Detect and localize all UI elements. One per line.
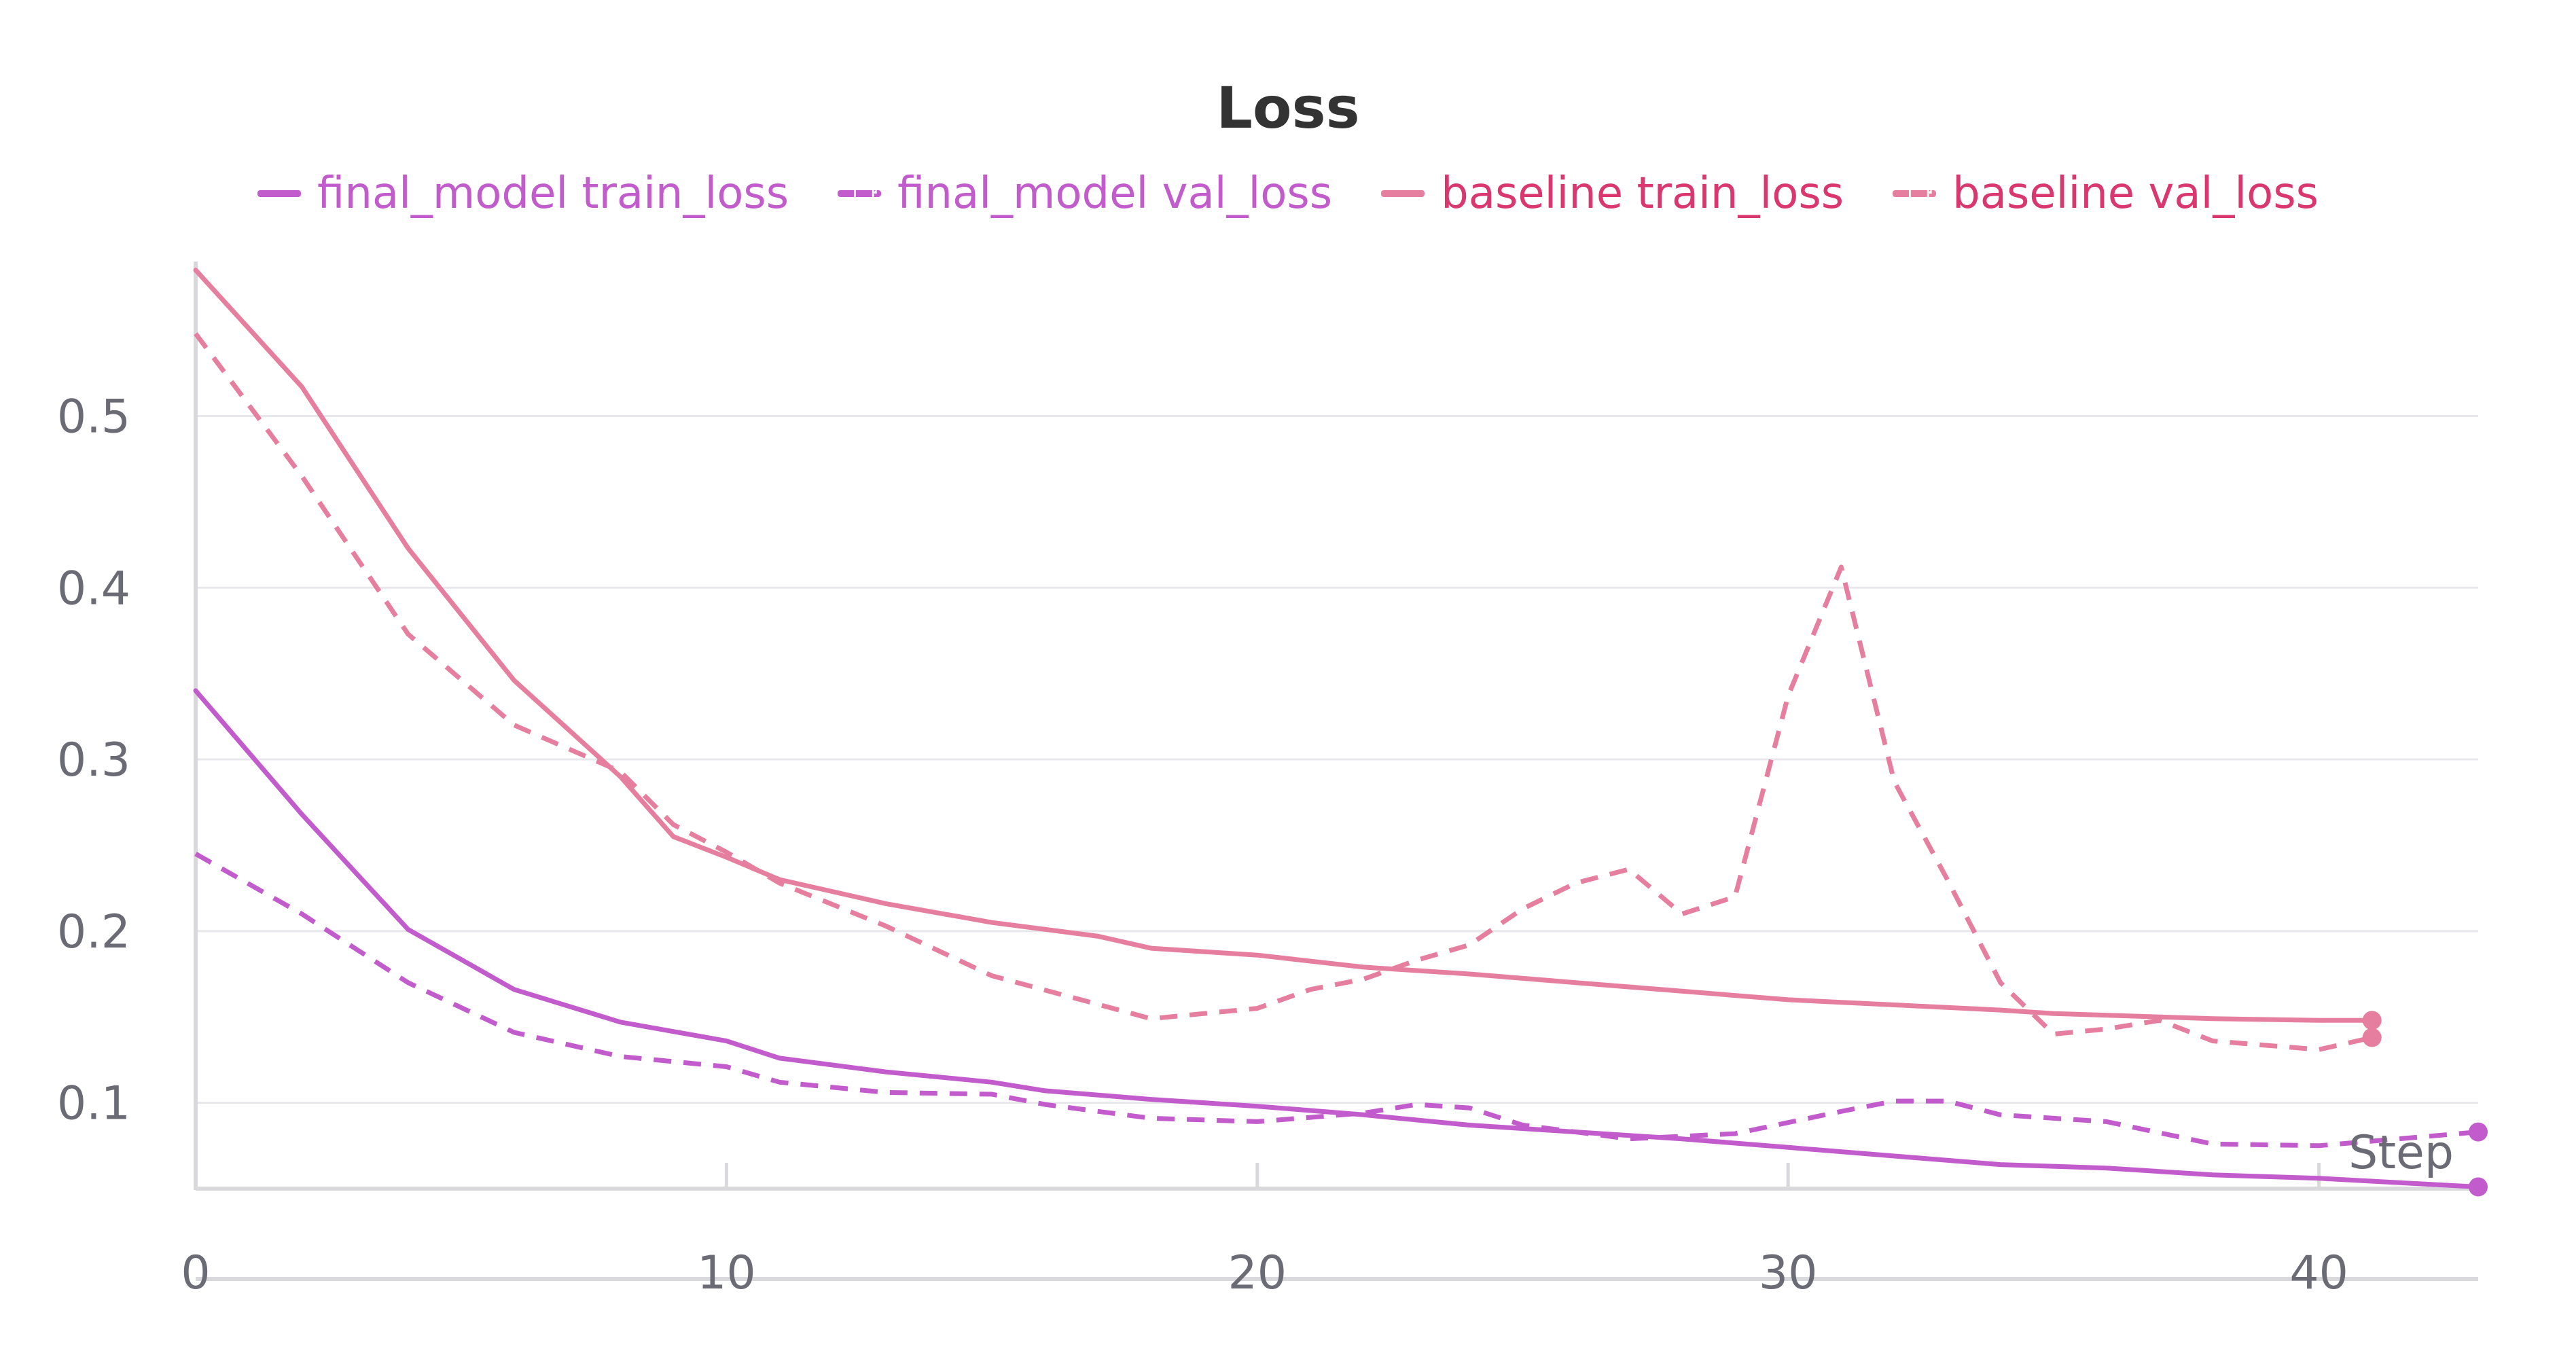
legend: final_model train_loss final_model val_l… — [0, 168, 2576, 219]
series-endpoint-3 — [2362, 1028, 2382, 1047]
series-layer — [193, 268, 2481, 1189]
y-tick-label-0.2: 0.2 — [57, 905, 130, 959]
series-line-2 — [193, 268, 2375, 1023]
axis-layer — [194, 261, 2478, 1281]
series-line-0 — [193, 688, 2481, 1189]
series-line-1 — [194, 852, 2479, 1149]
legend-item-final-model-train-loss[interactable]: final_model train_loss — [257, 168, 789, 219]
legend-swatch-baseline-val-loss — [1893, 190, 1937, 197]
legend-swatch-final-model-train-loss — [257, 190, 301, 197]
label-layer: 0.1 0.2 0.3 0.4 0.5 0 10 20 30 40 Step — [57, 391, 2454, 1301]
x-tick-label-20: 20 — [1228, 1246, 1287, 1300]
legend-label-baseline-val-loss: baseline val_loss — [1952, 168, 2319, 219]
legend-swatch-final-model-val-loss — [838, 190, 882, 197]
series-endpoint-1 — [2469, 1122, 2488, 1142]
series-line-3 — [194, 332, 2373, 1052]
series-endpoint-0 — [2469, 1177, 2488, 1197]
series-endpoint-2 — [2362, 1011, 2382, 1030]
legend-label-final-model-val-loss: final_model val_loss — [897, 168, 1333, 219]
x-tick-label-0: 0 — [181, 1246, 210, 1300]
grid-layer — [196, 415, 2478, 1104]
x-tick-label-10: 10 — [697, 1246, 756, 1300]
y-tick-label-0.5: 0.5 — [57, 391, 130, 444]
marker-layer — [2362, 1011, 2488, 1197]
y-tick-label-0.1: 0.1 — [57, 1077, 130, 1131]
legend-item-final-model-val-loss[interactable]: final_model val_loss — [838, 168, 1332, 219]
y-tick-label-0.3: 0.3 — [57, 734, 130, 787]
legend-item-baseline-train-loss[interactable]: baseline train_loss — [1381, 168, 1844, 219]
x-tick-label-40: 40 — [2289, 1246, 2348, 1300]
x-axis-label: Step — [2348, 1126, 2454, 1180]
legend-swatch-baseline-train-loss — [1381, 190, 1425, 197]
chart-title: Loss — [1216, 75, 1360, 141]
legend-item-baseline-val-loss[interactable]: baseline val_loss — [1893, 168, 2319, 219]
legend-label-baseline-train-loss: baseline train_loss — [1441, 168, 1844, 219]
legend-label-final-model-train-loss: final_model train_loss — [317, 168, 789, 219]
y-tick-label-0.4: 0.4 — [57, 562, 130, 615]
x-tick-label-30: 30 — [1759, 1246, 1818, 1300]
